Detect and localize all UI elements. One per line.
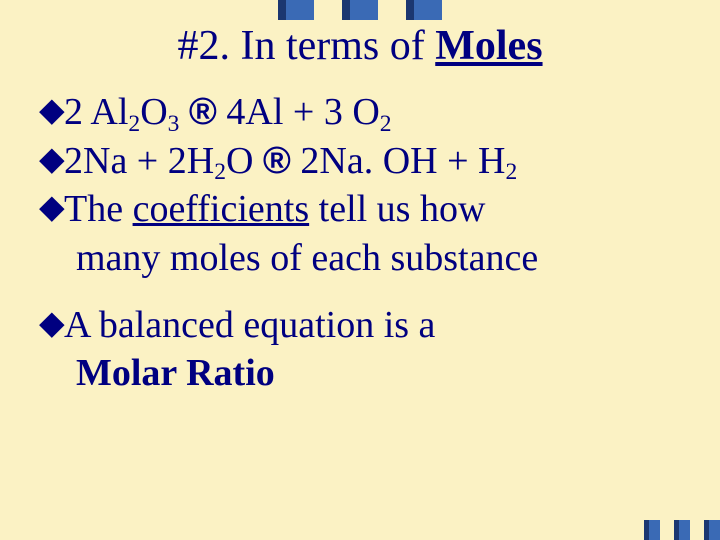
eq1-sp: [179, 91, 189, 133]
bullet-1: 2 Al2O3 ® 4Al + 3 O2: [38, 88, 690, 137]
slide-title: #2. In terms of Moles: [0, 22, 720, 70]
arrow-icon: ®: [263, 140, 291, 182]
top-decor-stripes: [278, 0, 442, 20]
eq1-sp2: [217, 91, 227, 133]
eq2-p4: 2Na. OH + H: [291, 140, 506, 182]
eq1-s9: 2: [380, 111, 392, 137]
bullet-icon: [39, 197, 64, 222]
stripe: [406, 0, 442, 20]
bullet-2: 2Na + 2H2O ® 2Na. OH + H2: [38, 137, 690, 186]
b3-post: tell us how: [309, 188, 485, 230]
eq1-delta: 4: [226, 91, 245, 133]
bullet-4: A balanced equation is a: [38, 301, 690, 350]
stripe: [278, 0, 314, 20]
bullet-icon: [39, 99, 64, 124]
eq1-p2: O: [140, 91, 167, 133]
eq1-p0: 2 Al: [64, 91, 128, 133]
stripe: [704, 520, 720, 540]
bullet-3-cont: many moles of each substance: [76, 234, 690, 283]
stripe: [644, 520, 660, 540]
eq2-s5: 2: [506, 159, 518, 185]
eq2-s1: 2: [214, 159, 226, 185]
bullet-4-cont: Molar Ratio: [76, 349, 690, 398]
stripe: [674, 520, 690, 540]
stripe: [342, 0, 378, 20]
b4-pre: A balanced equation is a: [64, 304, 435, 346]
slide: #2. In terms of Moles 2 Al2O3 ® 4Al + 3 …: [0, 0, 720, 540]
eq1-s3: 3: [168, 111, 180, 137]
title-prefix: #2. In terms of: [177, 23, 435, 69]
bullet-icon: [39, 312, 64, 337]
eq1-s1: 2: [128, 111, 140, 137]
eq2-p0: 2Na + 2H: [64, 140, 214, 182]
bullet-icon: [39, 148, 64, 173]
b3-underlined: coefficients: [133, 188, 310, 230]
slide-body: 2 Al2O3 ® 4Al + 3 O2 2Na + 2H2O ® 2Na. O…: [38, 88, 690, 398]
bottom-decor-stripes: [644, 520, 720, 540]
spacer: [38, 283, 690, 301]
b3-pre: The: [64, 188, 133, 230]
eq2-p2: O: [226, 140, 263, 182]
bullet-3: The coefficients tell us how: [38, 185, 690, 234]
arrow-icon: ®: [189, 91, 217, 133]
eq1-p8: Al + 3 O: [245, 91, 379, 133]
title-underlined: Moles: [435, 23, 542, 69]
